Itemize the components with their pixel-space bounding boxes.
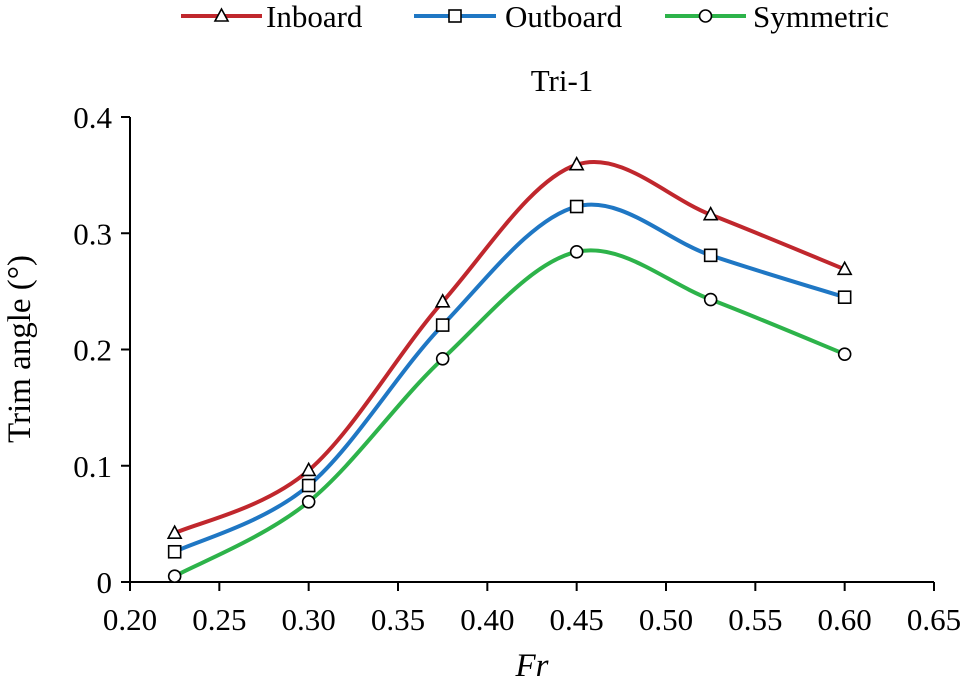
data-point-symmetric — [569, 245, 584, 259]
series-outboard — [167, 199, 852, 559]
x-tick-label: 0.40 — [460, 602, 514, 637]
legend-label-outboard: Outboard — [505, 0, 623, 34]
x-tick-label: 0.60 — [818, 602, 872, 637]
data-point-symmetric — [703, 292, 718, 307]
data-point-inboard — [434, 293, 451, 308]
data-point-inboard — [300, 461, 317, 477]
data-point-outboard — [703, 248, 718, 263]
legend-marker-square — [448, 9, 462, 23]
x-tick-label: 0.50 — [639, 602, 693, 637]
series-line-symmetric — [173, 248, 846, 578]
series-line-outboard — [173, 202, 846, 554]
data-point-outboard — [435, 318, 450, 332]
legend-label-inboard: Inboard — [266, 0, 363, 34]
y-tick-label: 0 — [97, 565, 113, 600]
y-axis-title: Trim angle (°) — [2, 255, 38, 443]
y-tick-label: 0.2 — [73, 333, 112, 368]
y-tick-label: 0.1 — [73, 449, 112, 484]
data-point-symmetric — [435, 351, 450, 366]
y-tick-label: 0.3 — [73, 216, 112, 251]
legend-item-outboard: Outboard — [414, 0, 623, 34]
y-tick-label: 0.4 — [73, 100, 112, 135]
data-point-symmetric — [301, 494, 316, 509]
data-point-symmetric — [837, 347, 852, 361]
legend: Inboard Outboard Symmetric — [181, 0, 889, 34]
x-tick-label: 0.35 — [371, 602, 425, 637]
legend-marker-circle — [698, 9, 713, 23]
x-tick-label: 0.20 — [103, 602, 157, 637]
x-axis-title: Fr — [515, 648, 549, 684]
x-tick-label: 0.25 — [192, 602, 246, 637]
data-point-inboard — [836, 260, 853, 276]
legend-marker-triangle — [213, 7, 230, 22]
legend-item-symmetric: Symmetric — [665, 0, 889, 34]
x-tick-label: 0.55 — [728, 602, 782, 637]
series-inboard — [166, 155, 853, 539]
series-symmetric — [167, 245, 852, 583]
x-tick-label: 0.45 — [550, 602, 604, 637]
legend-label-symmetric: Symmetric — [753, 0, 889, 34]
data-point-outboard — [837, 290, 852, 304]
data-point-outboard — [569, 199, 584, 214]
data-point-symmetric — [167, 569, 182, 583]
data-point-inboard — [702, 205, 719, 221]
series-layer — [166, 155, 853, 583]
data-point-inboard — [568, 155, 585, 171]
data-point-inboard — [166, 524, 183, 539]
axes: 0 0.1 0.2 0.3 0.4 0.20 0.25 0.30 0.35 0.40 0.45 0.5… — [73, 100, 961, 637]
x-tick-label: 0.65 — [907, 602, 961, 637]
x-tick-label: 0.30 — [282, 602, 336, 637]
data-point-outboard — [301, 478, 316, 493]
data-point-outboard — [167, 544, 182, 559]
series-line-inboard — [173, 159, 846, 535]
legend-item-inboard: Inboard — [181, 0, 363, 34]
chart-title: Tri-1 — [531, 63, 594, 98]
